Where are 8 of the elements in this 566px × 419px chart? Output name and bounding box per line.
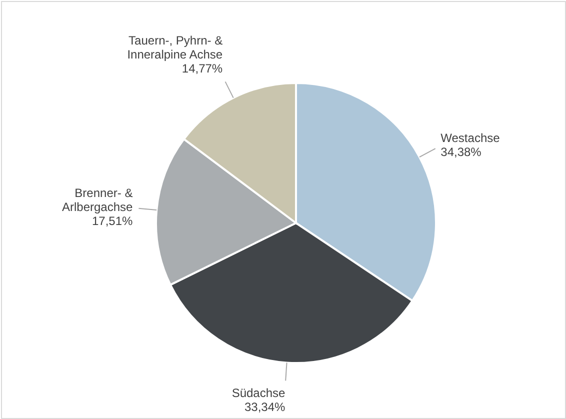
slice-label: Brenner- & Arlbergachse xyxy=(62,186,134,214)
data-label: 33,34% xyxy=(244,400,286,414)
slice-label: Tauern-, Pyhrn- & Inneralpine Achse xyxy=(127,33,223,62)
slice-label: Westachse xyxy=(440,131,500,146)
slice-label: Südachse xyxy=(232,386,286,400)
data-label: 17,51% xyxy=(92,214,134,228)
data-label: 14,77% xyxy=(182,61,223,76)
data-label: 34,38% xyxy=(440,145,482,160)
